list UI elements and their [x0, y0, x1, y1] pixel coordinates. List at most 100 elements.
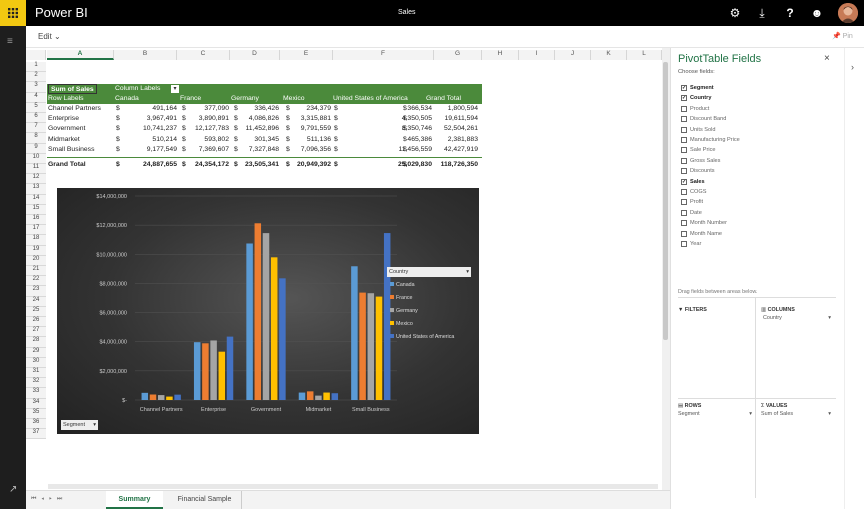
checkbox[interactable] — [681, 126, 687, 133]
checkbox[interactable] — [681, 157, 687, 164]
pivot-value-cell[interactable]: 3,890,891 — [198, 115, 229, 123]
checkbox[interactable]: ✓ — [681, 178, 687, 185]
pivot-value-cell[interactable]: 4,086,826 — [248, 115, 279, 123]
legend-title-button[interactable]: Country ▾ — [387, 267, 471, 277]
close-icon[interactable]: × — [824, 53, 830, 64]
pivot-value-cell[interactable]: 336,426 — [254, 105, 279, 112]
values-area[interactable]: Σ VALUES Sum of Sales ▾ — [761, 403, 831, 417]
bar[interactable] — [359, 292, 366, 400]
bar[interactable] — [254, 223, 262, 400]
sheet-nav-arrows[interactable]: ⏮◂▸⏭ — [31, 496, 68, 502]
checkbox[interactable] — [681, 168, 687, 175]
pivot-value-cell[interactable]: 234,379 — [306, 105, 331, 112]
column-header[interactable]: D — [230, 50, 280, 60]
bar[interactable] — [193, 342, 201, 400]
row-header[interactable]: 3 — [26, 82, 46, 93]
smiley-icon[interactable]: ☻ — [810, 6, 824, 20]
pivot-value-cell[interactable]: 593,802 — [204, 135, 229, 143]
field-item[interactable]: Year — [681, 239, 701, 249]
row-header[interactable]: 17 — [26, 225, 46, 236]
bar[interactable] — [174, 394, 181, 400]
hamburger-icon[interactable]: ≡ — [7, 36, 13, 47]
checkbox[interactable] — [681, 147, 687, 154]
bar[interactable] — [323, 392, 330, 400]
legend-item[interactable]: France — [390, 295, 413, 301]
pivot-row-label[interactable]: Enterprise — [48, 115, 79, 123]
field-item[interactable]: Units Sold — [681, 125, 716, 135]
legend-item[interactable]: Canada — [390, 282, 415, 288]
checkbox[interactable]: ✓ — [681, 85, 687, 91]
bar[interactable] — [226, 336, 234, 400]
field-item[interactable]: Month Name — [681, 229, 722, 239]
pivot-value-cell[interactable]: 9,791,559 — [300, 125, 331, 133]
expand-arrow-icon[interactable]: ↗ — [9, 484, 18, 495]
row-header[interactable]: 6 — [26, 113, 46, 124]
bar[interactable] — [262, 233, 270, 400]
field-item[interactable]: ✓ Sales — [681, 177, 705, 187]
pivot-value-cell[interactable]: 511,136 — [306, 135, 331, 143]
checkbox[interactable] — [681, 241, 687, 247]
pivot-value-cell[interactable]: 118,726,350 — [440, 161, 478, 168]
pivot-row-label[interactable]: Channel Partners — [48, 105, 101, 112]
row-header[interactable]: 5 — [26, 102, 46, 113]
column-header[interactable]: G — [434, 50, 482, 60]
row-header[interactable]: 27 — [26, 327, 46, 338]
column-header[interactable]: F — [333, 50, 434, 60]
checkbox[interactable] — [681, 116, 687, 123]
pivot-value-cell[interactable]: 491,164 — [152, 105, 177, 112]
column-header[interactable]: A — [47, 50, 114, 60]
pivot-value-cell[interactable]: 7,096,356 — [300, 145, 331, 153]
pivot-value-cell[interactable]: 9,177,549 — [146, 145, 177, 153]
pin-button[interactable]: 📌 Pin — [832, 33, 853, 40]
bar[interactable] — [210, 340, 217, 400]
pivot-value-cell[interactable]: 3,967,491 — [146, 115, 177, 123]
row-header[interactable]: 2 — [26, 72, 46, 83]
row-header[interactable]: 16 — [26, 215, 46, 226]
checkbox[interactable] — [681, 230, 687, 237]
row-header[interactable]: 33 — [26, 388, 46, 399]
checkbox[interactable]: ✓ — [681, 95, 687, 102]
pivot-value-cell[interactable]: 8,350,746 — [401, 125, 432, 133]
pivot-value-cell[interactable]: 11,456,559 — [398, 145, 432, 153]
filters-area[interactable]: ▼ FILTERS — [678, 307, 707, 313]
column-header[interactable]: C — [177, 50, 230, 60]
row-header[interactable]: 36 — [26, 419, 46, 430]
field-item[interactable]: Product — [681, 104, 709, 114]
row-header[interactable]: 19 — [26, 245, 46, 256]
bar[interactable] — [246, 243, 253, 400]
pivot-value-cell[interactable]: 11,452,896 — [245, 125, 279, 133]
row-header[interactable]: 8 — [26, 133, 46, 144]
row-header[interactable]: 34 — [26, 398, 46, 409]
bar[interactable] — [141, 392, 149, 400]
pivot-value-cell[interactable]: 19,611,594 — [444, 115, 478, 123]
row-header[interactable]: 21 — [26, 266, 46, 277]
bar[interactable] — [279, 278, 286, 400]
pivot-value-cell[interactable]: 2,381,883 — [447, 135, 478, 143]
row-header[interactable]: 28 — [26, 337, 46, 348]
column-header[interactable]: K — [591, 50, 627, 60]
pivot-value-cell[interactable]: 465,386 — [407, 135, 432, 143]
checkbox[interactable] — [681, 105, 687, 112]
column-filter-dropdown-icon[interactable]: ▾ — [171, 85, 179, 93]
pivot-value-cell[interactable]: 24,887,655 — [142, 161, 177, 168]
rows-item[interactable]: Segment — [678, 411, 700, 417]
row-header[interactable]: 35 — [26, 408, 46, 419]
rows-area[interactable]: ▤ ROWS Segment ▾ — [678, 403, 752, 417]
legend-item[interactable]: United States of America — [390, 334, 454, 340]
pivot-value-cell[interactable]: 7,369,607 — [198, 145, 229, 153]
bar[interactable] — [351, 266, 358, 400]
pivot-value-cell[interactable]: 377,090 — [204, 105, 229, 112]
checkbox[interactable] — [681, 137, 687, 143]
bar[interactable] — [367, 293, 375, 400]
field-item[interactable]: Profit — [681, 197, 703, 207]
column-header[interactable]: B — [114, 50, 177, 60]
help-icon[interactable]: ? — [786, 6, 794, 20]
scrollbar-thumb[interactable] — [663, 62, 668, 340]
row-header[interactable]: 4 — [26, 92, 46, 103]
bar[interactable] — [315, 395, 322, 400]
checkbox[interactable] — [681, 209, 687, 216]
select-all-corner[interactable] — [26, 50, 46, 60]
column-header[interactable]: L — [627, 50, 662, 60]
values-item[interactable]: Sum of Sales — [761, 411, 794, 417]
field-item[interactable]: Discount Band — [681, 114, 726, 124]
